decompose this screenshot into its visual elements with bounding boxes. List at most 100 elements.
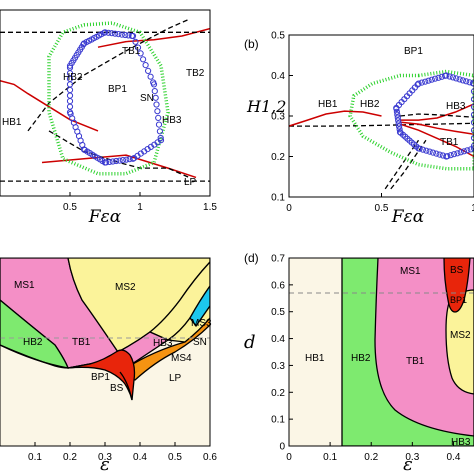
panel-b-blue-point <box>393 105 400 113</box>
panel-d-y-tick-label: 0 <box>279 442 285 453</box>
panel-b-blue-point <box>446 73 453 80</box>
panel-d-region-labels: HB1 HB2 MS1 TB1 BS BP1 MS2 HB3 <box>305 265 471 448</box>
panel-b-blue-point <box>459 77 466 84</box>
label-c-ms3: MS3 <box>191 318 212 329</box>
panel-d-y-tick-label: 0.7 <box>271 254 285 265</box>
panel-a-blue-point <box>152 94 159 101</box>
panel-d-frame <box>288 257 474 447</box>
label-b-hb2: HB2 <box>360 99 380 110</box>
panel-b-blue-point <box>396 123 403 130</box>
panel-a-blue-point <box>66 92 74 99</box>
label-c-bp1: BP1 <box>91 372 110 383</box>
panel-b-blue-point <box>463 78 470 85</box>
label-d-bp1: BP1 <box>450 295 467 305</box>
panel-a-blue-point <box>106 158 113 165</box>
panel-b-blue-point <box>449 74 456 81</box>
panel-d-x-ticks: 0 0.1 0.2 0.3 0.4 <box>286 442 461 463</box>
panel-c-x-tick-label: 0.5 <box>168 452 182 463</box>
panel-d-y-tick-label: 0.3 <box>271 361 285 372</box>
panel-a-blue-point <box>113 157 120 165</box>
panel-b-y-tick-label: 0.4 <box>271 71 285 82</box>
panel-a-blue-point <box>129 155 137 162</box>
panel-d-y-tick-label: 0.5 <box>271 307 285 318</box>
panel-c-x-label: ε <box>100 454 110 474</box>
panel-c-x-tick-label: 0.6 <box>203 452 217 463</box>
label-bp1: BP1 <box>108 84 127 95</box>
panel-a-blue-point <box>157 134 164 142</box>
panel-d-x-tick-label: 0 <box>286 452 292 463</box>
panel-b-x-tick-label: 0 <box>286 203 292 214</box>
panel-a-x-tick-label: 1.5 <box>203 202 217 213</box>
panel-b-x-ticks: 00.51 <box>286 193 474 214</box>
label-c-ms2: MS2 <box>115 282 136 293</box>
panel-a-blue-point <box>134 44 142 51</box>
panel-b-blue-point <box>396 126 403 133</box>
panel-d-x-tick-label: 0.3 <box>405 452 419 463</box>
panel-a-x-tick-label: 1 <box>137 202 143 213</box>
panel-b-blue-point <box>425 77 432 84</box>
label-c-sn: SN <box>193 337 207 348</box>
label-c-lp: LP <box>169 373 182 384</box>
panel-a-blue-point <box>119 157 127 164</box>
panel-a-blue-point <box>147 73 154 80</box>
panel-c-region-labels: MS1 MS2 HB2 TB1 HB3 MS3 SN MS4 BP1 BS LP <box>14 280 212 394</box>
label-b-hb3: HB3 <box>446 101 466 112</box>
panel-a-blue-point <box>155 121 163 128</box>
panel-b-blue-point <box>453 75 460 82</box>
panel-b-series-6 <box>384 139 420 190</box>
label-d-tb1: TB1 <box>406 356 425 367</box>
panel-a-series-5 <box>27 18 190 132</box>
panel-a-blue-point <box>156 128 163 135</box>
panel-a-blue-point <box>123 156 130 163</box>
panel-a-annotations: TB1 TB2 HB2 BP1 SN HB1 HB3 LP <box>2 46 205 188</box>
panel-a-x-tick-label: 0.5 <box>63 202 77 213</box>
label-hb1: HB1 <box>2 117 22 128</box>
panel-a-series-1 <box>97 27 210 48</box>
panel-b-blue-point <box>422 78 429 85</box>
panel-a-blue-point <box>116 157 123 164</box>
label-tb1: TB1 <box>122 46 141 57</box>
panel-b-blue-point <box>460 148 468 155</box>
label-hb3: HB3 <box>162 115 182 126</box>
panel-b-series-5 <box>399 113 474 118</box>
panel-a-blue-point <box>154 108 161 115</box>
label-c-tb1: TB1 <box>72 337 91 348</box>
panel-b-blue-point <box>435 74 442 81</box>
label-c-hb3: HB3 <box>153 338 173 349</box>
panel-b-blue-point <box>436 151 443 158</box>
panel-a-blue-loop <box>66 29 165 166</box>
label-c-hb2: HB2 <box>23 337 43 348</box>
panel-b-annotations: BP1 HB1 HB2 HB3 TB1 <box>318 46 466 148</box>
panel-d-y-label: d <box>244 332 256 353</box>
panel-b-blue-point <box>464 147 471 154</box>
region-c-ms4 <box>118 316 210 381</box>
panel-b-blue-loop <box>393 72 474 160</box>
panel-a-blue-point <box>142 62 149 69</box>
panel-b-blue-point <box>415 80 422 87</box>
panel-b-blue-point <box>429 149 436 156</box>
panel-b-blue-point <box>439 152 446 159</box>
panel-a-blue-point <box>125 32 132 39</box>
panel-a-blue-point <box>108 30 115 37</box>
panel-a-blue-point <box>129 32 137 40</box>
panel-a-frame <box>0 9 211 197</box>
panel-a-blue-point <box>115 30 122 38</box>
panel-b-y-label: H1,2 <box>246 97 286 116</box>
panel-d-y-tick-label: 0.1 <box>271 415 285 426</box>
panel-b-blue-point <box>395 117 402 124</box>
panel-a-blue-point <box>112 30 119 37</box>
panel-d-y-tick-label: 0.2 <box>271 388 285 399</box>
panel-b-blue-point <box>443 72 450 79</box>
panel-b-x-tick-label: 0.5 <box>375 203 389 214</box>
panel-a-blue-point <box>66 98 74 105</box>
panel-b-y-tick-label: 0.1 <box>271 193 285 204</box>
panel-a-series-0 <box>0 79 99 132</box>
panel-d-plot <box>289 258 474 446</box>
panel-b-y-tick-label: 0.2 <box>271 152 285 163</box>
panel-d-x-tick-label: 0.4 <box>446 452 460 463</box>
panel-d-y-tick-label: 0.4 <box>271 334 285 345</box>
panel-b-plot <box>289 69 474 190</box>
label-b-bp1: BP1 <box>404 46 423 57</box>
panel-a-blue-point <box>132 38 139 45</box>
